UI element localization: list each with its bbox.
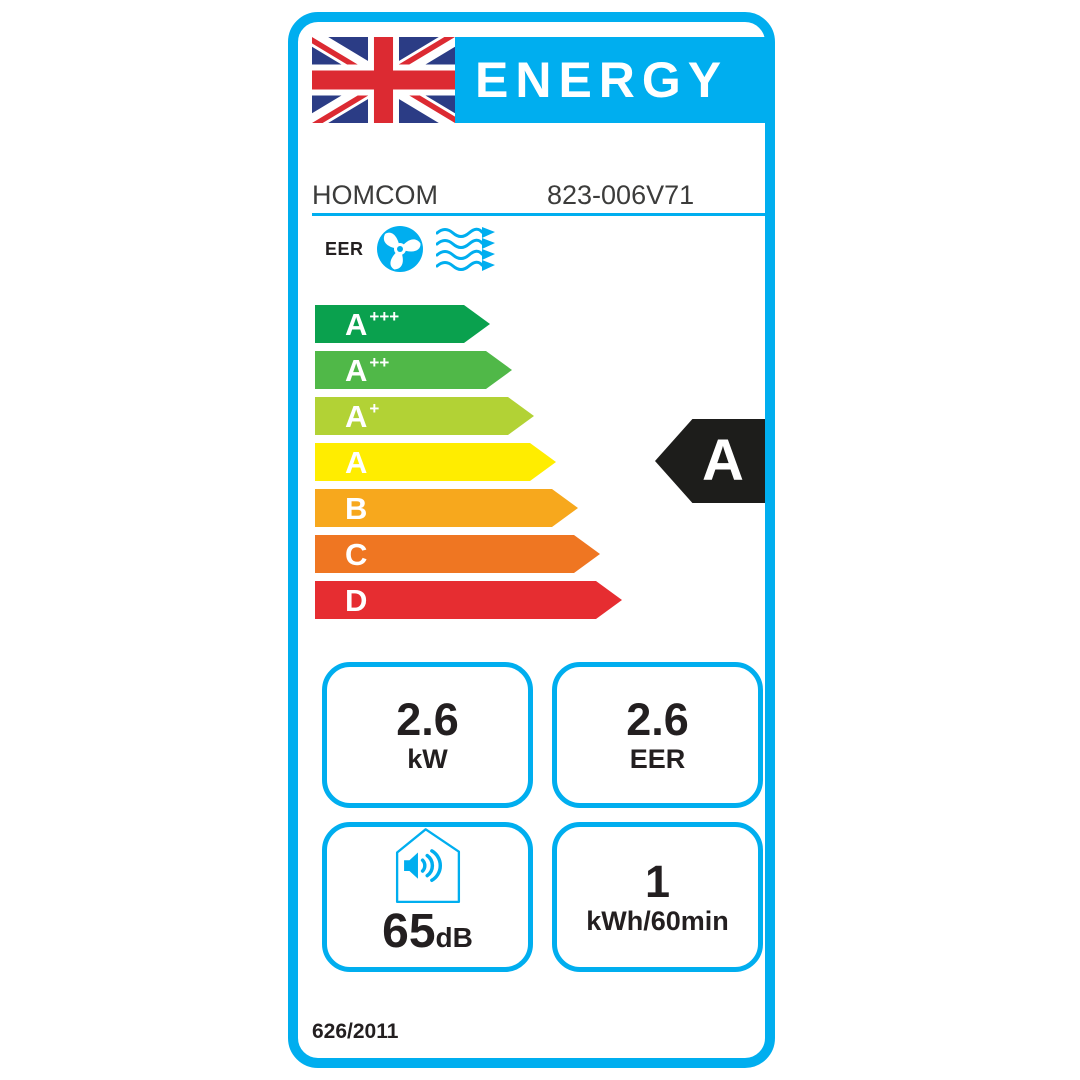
fan-icon [376, 226, 423, 272]
eer-unit: EER [629, 744, 686, 775]
rating-grade-label: A [345, 352, 368, 388]
airflow-arrows-icon [435, 226, 497, 272]
noise-unit: dB [435, 922, 473, 954]
union-jack-flag-icon [312, 37, 455, 123]
eer-label: EER [325, 238, 364, 259]
brand-name: HOMCOM [312, 180, 438, 210]
energy-banner: ENERGY [455, 37, 765, 123]
noise-value: 65 [382, 905, 436, 959]
rating-grade-label: C [345, 536, 368, 572]
rating-grade-label: D [345, 582, 368, 618]
rating-arrow-a+++: A +++ [315, 305, 490, 343]
divider-rule [312, 213, 765, 216]
eer-box: 2.6 EER [552, 662, 763, 808]
power-unit: kW [407, 744, 448, 775]
rating-grade-label: A [345, 398, 368, 434]
rating-grade-plus: +++ [369, 306, 400, 326]
power-box: 2.6 kW [322, 662, 533, 808]
consumption-box: 1 kWh/60min [552, 822, 763, 972]
rating-arrow-c: C [315, 535, 600, 573]
rating-arrow-a++: A ++ [315, 351, 512, 389]
current-rating-letter: A [702, 428, 744, 493]
consumption-unit: kWh/60min [586, 906, 729, 937]
eer-row: EER [325, 222, 498, 276]
consumption-value: 1 [644, 855, 671, 907]
model-number: 823-006V71 [547, 180, 695, 210]
rating-grade-label: B [345, 490, 368, 526]
rating-grade-label: A [345, 444, 368, 480]
noise-line: 65 dB [382, 905, 473, 959]
rating-grade-label: A [345, 306, 368, 342]
rating-arrow-a: A [315, 443, 556, 481]
energy-label: ENERGY HOMCOM 823-006V71 EER [288, 12, 775, 1068]
current-rating-tag: A [655, 419, 765, 503]
eer-value: 2.6 [626, 693, 689, 745]
power-value: 2.6 [396, 693, 459, 745]
rating-arrow-b: B [315, 489, 578, 527]
rating-scale: A +++ A ++ A + A B C D [315, 305, 622, 627]
rating-arrow-d: D [315, 581, 622, 619]
rating-arrow-a+: A + [315, 397, 534, 435]
rating-grade-plus: ++ [369, 352, 390, 372]
rating-grade-plus: + [369, 398, 380, 418]
regulation-number: 626/2011 [312, 1020, 399, 1043]
noise-house-speaker-icon [395, 828, 460, 904]
energy-title: ENERGY [475, 52, 729, 108]
noise-box: 65 dB [322, 822, 533, 972]
